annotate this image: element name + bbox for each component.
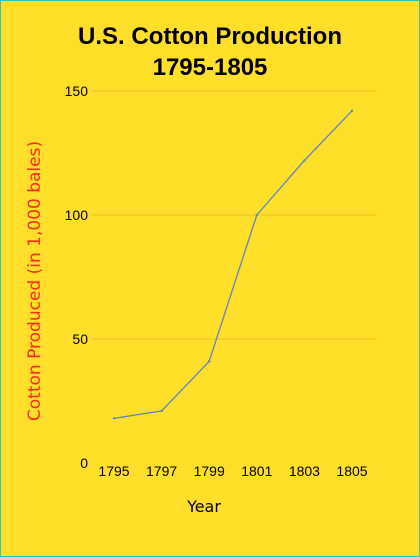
x-tick-label: 1797 [146,463,177,479]
data-point-1803 [303,159,306,162]
series-line [113,110,353,420]
y-tick-label: 100 [65,207,89,223]
x-tick-label: 1803 [289,463,320,479]
x-tick-label: 1799 [194,463,225,479]
chart-title-line2: 1795-1805 [152,54,268,81]
y-tick-label: 0 [80,455,88,471]
x-axis-title: Year [186,497,221,516]
data-point-1795 [112,417,116,420]
data-point-1797 [160,409,163,413]
x-axis-ticks: 1795 1797 1799 1801 1803 1805 [98,463,367,479]
series-lines [112,109,354,420]
y-axis-ticks: 0 50 100 150 [65,83,89,471]
y-tick-label: 50 [72,331,88,347]
grid-lines [91,90,377,340]
data-point-1799 [208,360,211,363]
y-tick-label: 150 [65,83,89,99]
data-point-1801 [255,213,258,217]
data-point-1805 [350,109,354,113]
x-tick-label: 1801 [241,463,272,479]
x-tick-label: 1795 [98,463,129,479]
x-tick-label: 1805 [336,463,367,479]
chart-title: U.S. Cotton Production 1795-1805 [1,21,419,83]
chart-title-line1: U.S. Cotton Production [78,23,342,50]
y-axis-title: Cotton Produced (in 1,000 bales) [25,141,45,421]
